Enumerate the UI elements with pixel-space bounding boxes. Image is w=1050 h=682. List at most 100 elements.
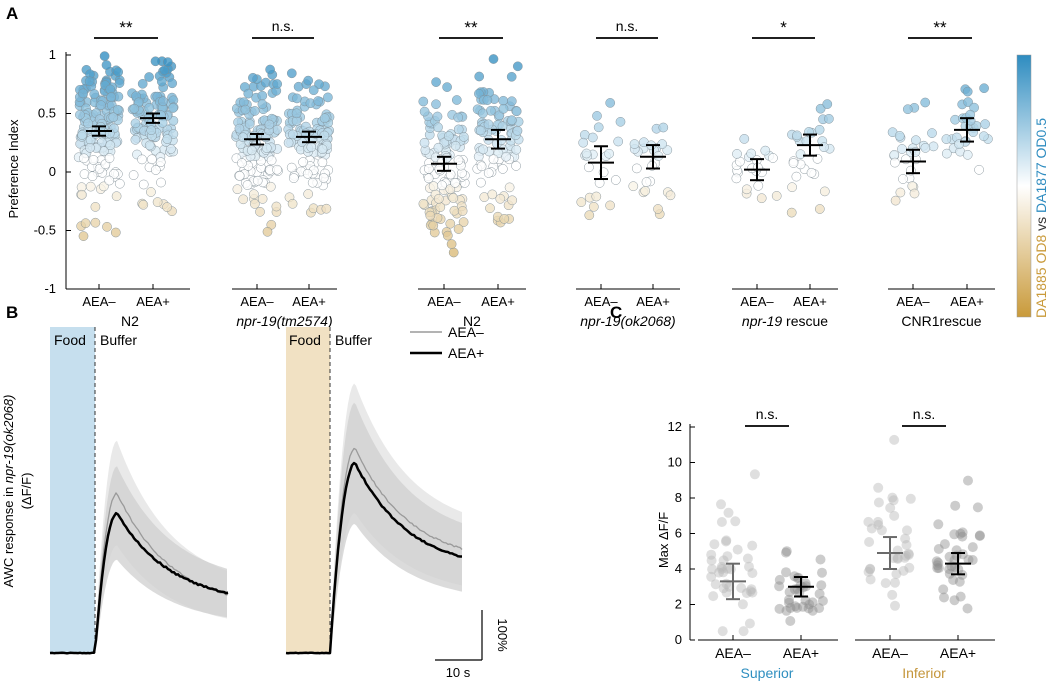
- panel-a-point: [104, 175, 115, 186]
- panel-a-point: [252, 175, 263, 186]
- panel-b-food-label-1: Food: [54, 332, 86, 348]
- panel-c-point: [873, 497, 884, 508]
- panel-c-errorbar: [720, 562, 746, 601]
- panel-a-point: [495, 193, 506, 204]
- panel-c-y-label: Max ΔF/F: [656, 512, 671, 568]
- panel-a-point: [99, 51, 110, 61]
- panel-a-point: [152, 197, 163, 207]
- panel-a-point: [815, 103, 826, 114]
- panel-a-point: [450, 177, 460, 188]
- panel-a-errorbar: [744, 158, 770, 182]
- panel-c-point: [785, 616, 796, 626]
- panel-a-y-tick-label: -1: [44, 281, 56, 296]
- panel-a-point: [246, 145, 257, 156]
- panel-a-point: [303, 75, 314, 86]
- panel-a-point: [317, 144, 328, 155]
- panel-c-point: [781, 547, 791, 558]
- panel-a-point: [272, 124, 282, 135]
- panel-a-point: [581, 148, 592, 159]
- panel-a-point: [506, 115, 517, 126]
- panel-c-point: [892, 553, 903, 564]
- panel-b-y-label-prefix: AWC response in: [1, 483, 16, 587]
- panel-a-point: [979, 83, 989, 94]
- panel-a-point: [963, 97, 973, 107]
- panel-a-point: [488, 54, 499, 64]
- panel-c-point: [722, 551, 733, 562]
- panel-a-condition-label: AEA–: [740, 294, 774, 309]
- panel-a-point: [506, 96, 517, 107]
- panel-a-point: [238, 194, 249, 205]
- panel-a-point: [156, 177, 166, 188]
- panel-a-point: [261, 143, 272, 153]
- panel-c-point: [974, 531, 985, 541]
- panel-c-point: [891, 569, 902, 579]
- panel-a-group-1: AEA– AEA+ npr-19(tm2574) n.s.: [231, 18, 337, 329]
- panel-a-point: [433, 122, 443, 133]
- panel-a-point: [432, 111, 443, 122]
- panel-a-point: [771, 191, 782, 201]
- panel-a-point: [511, 106, 522, 117]
- panel-c-point: [708, 591, 719, 602]
- panel-a-point: [104, 153, 115, 163]
- panel-c-y-tick-label: 10: [668, 455, 682, 470]
- panel-a-point: [147, 154, 157, 165]
- panel-a-point: [138, 179, 149, 190]
- panel-a-point: [819, 142, 829, 153]
- panel-b: AWC response in npr-19(ok2068) (ΔF/F) Fo…: [1, 324, 510, 680]
- panel-a-errorbar: [900, 148, 926, 175]
- panel-c-point: [939, 592, 949, 603]
- panel-a-point: [84, 76, 95, 87]
- panel-a-point: [238, 132, 248, 143]
- panel-c-point: [721, 587, 732, 598]
- panel-a-point: [291, 108, 302, 119]
- panel-a-point: [323, 92, 333, 103]
- panel-a-point: [102, 221, 112, 232]
- panel-a-y-tick-label: 1: [49, 47, 56, 62]
- panel-c-point: [807, 605, 818, 616]
- panel-a-errorbar: [296, 130, 322, 144]
- panel-c-point: [721, 578, 732, 589]
- panel-a-point: [77, 130, 88, 140]
- panel-a-errorbar: [485, 128, 511, 150]
- panel-a-point: [822, 99, 833, 109]
- panel-a-y-axis: -1 -0.5 0 0.5 1: [34, 47, 71, 296]
- panel-a-point: [114, 178, 125, 189]
- panel-c-point: [744, 618, 755, 629]
- panel-a-errorbar: [431, 155, 457, 172]
- panel-a-point: [105, 140, 116, 151]
- panel-c-point: [967, 542, 978, 553]
- scale-bar-y-label: 100%: [495, 618, 510, 652]
- panel-a-point: [307, 177, 318, 188]
- panel-c-point: [745, 586, 756, 597]
- panel-a-point: [814, 204, 825, 214]
- panel-a-errorbar: [954, 117, 980, 143]
- panel-a-y-label: Preference Index: [6, 119, 21, 219]
- panel-a-y-tick-label: 0: [49, 164, 56, 179]
- panel-a-point: [504, 182, 515, 193]
- panel-a-point: [85, 181, 96, 192]
- panel-a-significance-label: n.s.: [616, 18, 639, 34]
- panel-c-point: [722, 563, 733, 574]
- panel-c-point: [887, 589, 898, 600]
- panel-c-point: [741, 588, 752, 599]
- panel-c-point: [817, 567, 827, 578]
- panel-c-point: [797, 601, 808, 612]
- panel-a-point: [453, 112, 464, 123]
- panel-a-point: [928, 141, 939, 152]
- panel-c-point: [944, 564, 955, 575]
- panel-b-legend: AEA– AEA+: [410, 324, 484, 361]
- panel-a-point: [920, 143, 931, 153]
- panel-a-point: [234, 123, 245, 134]
- panel-a-point: [89, 89, 100, 99]
- panel-a-y-tick-label: 0.5: [38, 106, 56, 121]
- panel-a-point: [498, 103, 509, 114]
- panel-a-group-label: N2: [121, 313, 139, 329]
- panel-b-buffer-label-2: Buffer: [335, 332, 372, 348]
- panel-b-buffer-label-1: Buffer: [100, 332, 137, 348]
- panel-b-food-label-2: Food: [289, 332, 321, 348]
- panel-a-point: [605, 98, 616, 108]
- panel-a-point: [898, 174, 908, 184]
- panel-c-point: [774, 574, 785, 585]
- panel-c-point: [963, 554, 974, 565]
